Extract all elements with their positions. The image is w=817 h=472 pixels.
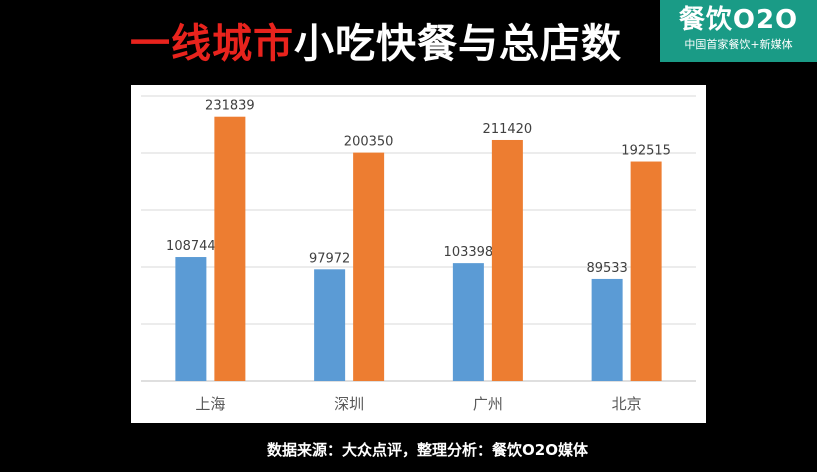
chart-panel: 108744 231839 上海 97972 200350 深圳 103398 211420 广… xyxy=(131,85,706,423)
source-note: 数据来源：大众点评，整理分析：餐饮O2O媒体 xyxy=(0,438,817,462)
bar-s1-2 xyxy=(314,269,346,381)
x-tick-label: 广州 xyxy=(473,395,503,413)
bar-s1-1 xyxy=(175,257,207,381)
data-label: 200350 xyxy=(344,135,394,150)
title-rest: 小吃快餐与总店数 xyxy=(294,21,622,67)
bar-s1-4 xyxy=(591,278,623,381)
data-label: 89533 xyxy=(586,261,627,276)
brand-logo: 餐饮O2O 中国首家餐饮+新媒体 xyxy=(660,0,817,62)
data-label: 97972 xyxy=(309,251,350,266)
bar-s2-1 xyxy=(214,116,246,381)
x-tick-label: 北京 xyxy=(612,395,642,413)
logo-name: 餐饮O2O xyxy=(678,5,799,35)
bar-s2-2 xyxy=(353,152,385,381)
data-label: 192515 xyxy=(621,144,671,159)
data-label: 211420 xyxy=(483,122,533,137)
title-highlight: 一线城市 xyxy=(130,21,294,67)
bar-chart: 108744 231839 上海 97972 200350 深圳 103398 211420 广… xyxy=(141,95,696,413)
bar-s1-3 xyxy=(452,263,484,381)
bar-s2-3 xyxy=(491,139,523,381)
logo-slogan: 中国首家餐饮+新媒体 xyxy=(684,38,793,51)
data-label: 231839 xyxy=(205,99,255,114)
data-label: 108744 xyxy=(166,239,216,254)
source-text: 数据来源：大众点评，整理分析：餐饮O2O媒体 xyxy=(267,441,588,459)
page-title: 一线城市小吃快餐与总店数 xyxy=(130,14,622,74)
x-tick-label: 上海 xyxy=(195,395,225,413)
bar-s2-4 xyxy=(630,161,662,381)
x-tick-label: 深圳 xyxy=(334,395,364,413)
data-label: 103398 xyxy=(444,245,494,260)
